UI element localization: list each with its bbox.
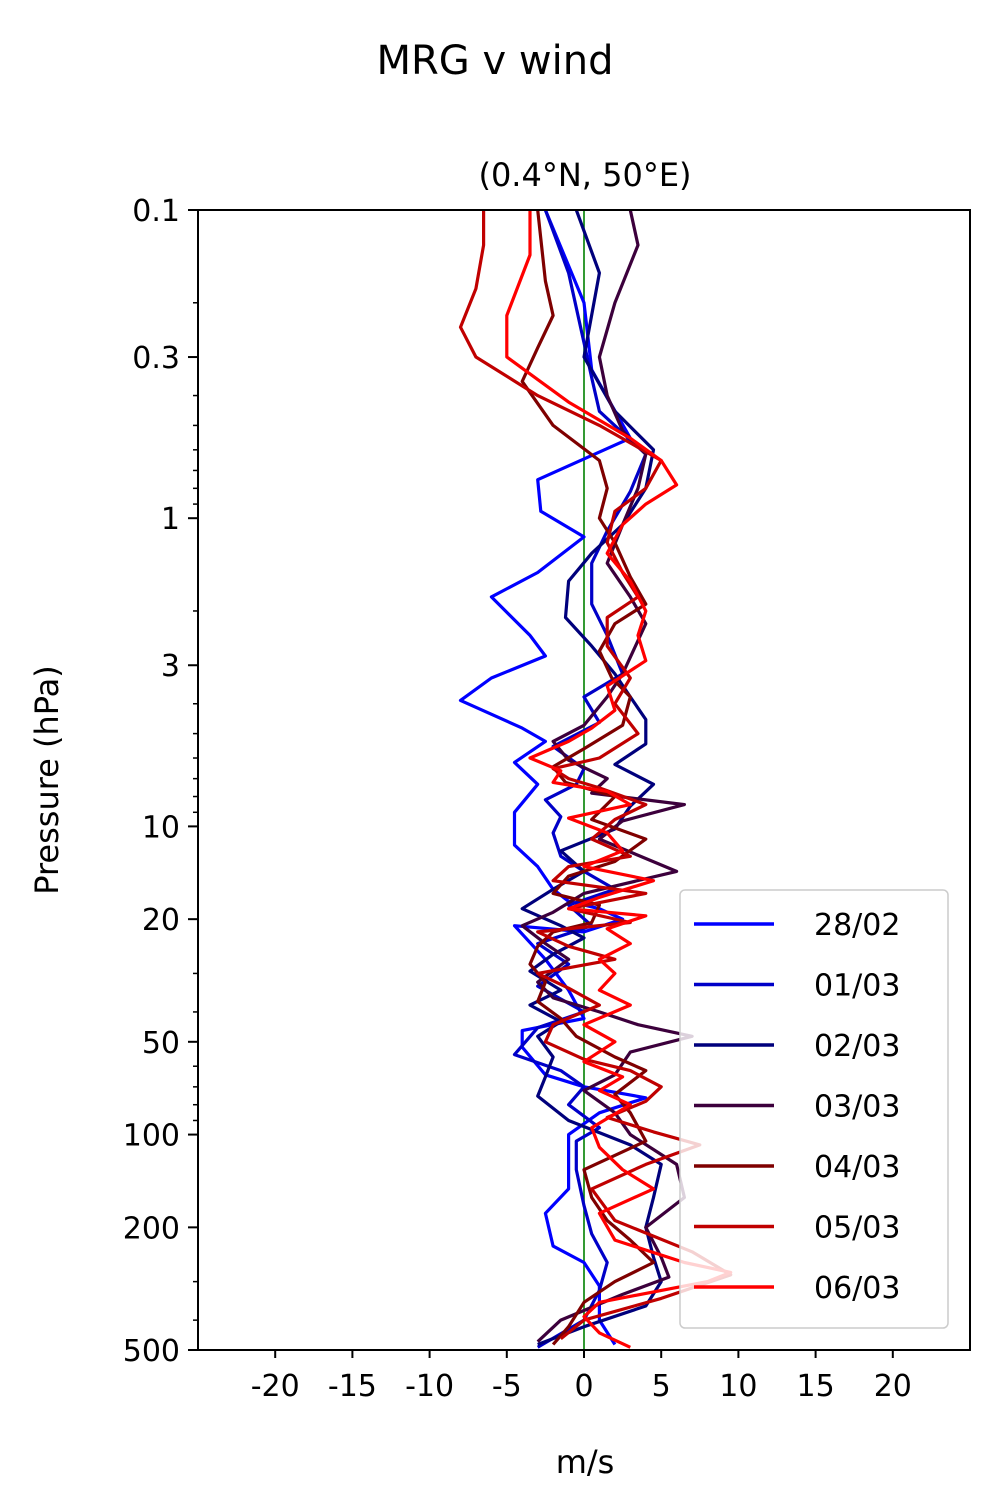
x-tick-label: 15	[797, 1369, 835, 1404]
legend-label: 02/03	[814, 1029, 900, 1064]
series-line-4	[520, 210, 656, 1346]
x-tick-label: -5	[492, 1369, 522, 1404]
y-tick-label: 100	[123, 1119, 180, 1154]
y-tick-label: 3	[161, 649, 180, 684]
legend-label: 05/03	[814, 1211, 900, 1246]
y-tick-label: 500	[123, 1334, 180, 1369]
x-tick-label: 10	[719, 1369, 757, 1404]
y-tick-label: 200	[123, 1211, 180, 1246]
series-line-6	[505, 210, 733, 1349]
axes-title: (0.4°N, 50°E)	[478, 156, 691, 194]
x-tick-label: -20	[251, 1369, 300, 1404]
x-tick-label: -10	[405, 1369, 454, 1404]
x-axis-label: m/s	[556, 1443, 615, 1481]
y-tick-label: 50	[142, 1026, 180, 1061]
legend-box	[679, 889, 949, 1329]
series-line-3	[520, 210, 694, 1343]
series-layer	[458, 210, 733, 1349]
y-axis-label: Pressure (hPa)	[28, 665, 66, 895]
legend-label: 06/03	[814, 1271, 900, 1306]
series-line-1	[512, 210, 648, 1349]
plot-frame	[197, 209, 971, 1351]
x-tick-label: 5	[652, 1369, 671, 1404]
legend: 28/02 01/03 02/03 03/03 04/03 05/03 06/03	[679, 889, 949, 1329]
y-tick-label: 10	[142, 810, 180, 845]
ticks-layer: -20 -15 -10 -5 0 5 10 15 20 0.1 0.3 1 3 10 20 50 100 200 5…	[123, 194, 912, 1404]
y-tick-label: 20	[142, 903, 180, 938]
series-line-0	[458, 210, 648, 1346]
y-tick-label: 0.3	[132, 341, 180, 376]
figure-title: MRG v wind	[377, 38, 614, 84]
y-tick-label: 1	[161, 502, 180, 537]
x-tick-label: 0	[574, 1369, 593, 1404]
series-line-5	[458, 210, 733, 1341]
legend-label: 04/03	[814, 1150, 900, 1185]
legend-label: 28/02	[814, 908, 900, 943]
legend-label: 03/03	[814, 1090, 900, 1125]
x-tick-label: 20	[874, 1369, 912, 1404]
y-tick-label: 0.1	[132, 194, 180, 229]
x-tick-label: -15	[328, 1369, 377, 1404]
legend-label: 01/03	[814, 969, 900, 1004]
